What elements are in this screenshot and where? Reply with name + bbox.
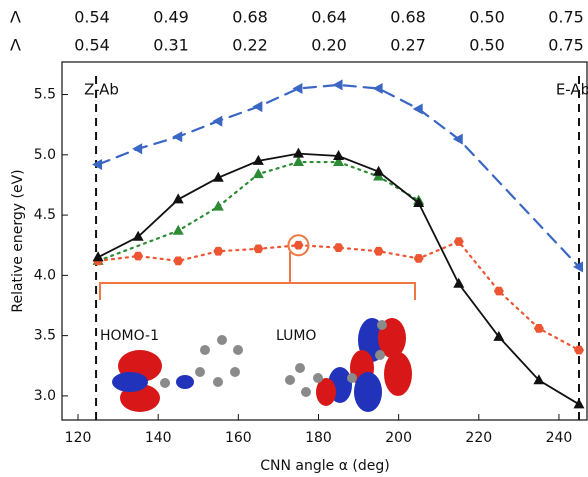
inset: HOMO-1 LUMO bbox=[100, 252, 415, 412]
y-tick-label: 3.0 bbox=[34, 388, 56, 404]
lambda-value: 0.54 bbox=[74, 8, 110, 27]
data-point bbox=[92, 159, 102, 170]
lambda-value: 0.20 bbox=[311, 36, 347, 55]
chart: Relative energy (eV) CNN angle α (deg) H… bbox=[0, 0, 588, 477]
orbital-lobe bbox=[112, 372, 148, 392]
lambda-value: 0.75 bbox=[548, 8, 584, 27]
lambda-value: 0.75 bbox=[548, 36, 584, 55]
data-point bbox=[293, 241, 303, 250]
reference-label: Z-Ab bbox=[84, 81, 119, 99]
series-line bbox=[98, 85, 579, 267]
lambda-value: 0.50 bbox=[469, 8, 505, 27]
lambda-value: 0.27 bbox=[390, 36, 426, 55]
data-point bbox=[253, 245, 263, 254]
x-tick-label: 240 bbox=[546, 430, 573, 446]
data-point bbox=[132, 143, 142, 154]
data-point bbox=[413, 104, 423, 115]
data-point bbox=[374, 247, 384, 256]
orbital-lobe bbox=[176, 375, 194, 389]
x-axis-label: CNN angle α (deg) bbox=[260, 458, 389, 474]
orbital-lobe bbox=[384, 352, 412, 396]
data-point bbox=[414, 254, 424, 263]
series-line bbox=[98, 242, 579, 350]
x-tick-label: 200 bbox=[385, 430, 412, 446]
data-point bbox=[173, 257, 183, 266]
y-tick-label: 4.0 bbox=[34, 267, 56, 283]
data-point bbox=[453, 278, 464, 288]
data-point bbox=[334, 243, 344, 252]
lambda-value: 0.31 bbox=[153, 36, 189, 55]
data-point bbox=[213, 247, 223, 256]
y-tick-label: 5.5 bbox=[34, 87, 56, 103]
data-point bbox=[212, 116, 222, 127]
lambda-symbol: Λ bbox=[10, 8, 21, 27]
data-point bbox=[252, 101, 262, 112]
lambda-value: 0.68 bbox=[232, 8, 268, 27]
molecule bbox=[160, 335, 243, 388]
x-tick-label: 180 bbox=[305, 430, 332, 446]
x-tick-label: 140 bbox=[145, 430, 172, 446]
data-point bbox=[573, 398, 584, 408]
x-tick-label: 160 bbox=[225, 430, 252, 446]
data-point bbox=[333, 79, 343, 90]
data-point bbox=[173, 225, 184, 235]
data-point bbox=[213, 201, 224, 211]
lambda-value: 0.49 bbox=[153, 8, 189, 27]
y-tick-label: 3.5 bbox=[34, 328, 56, 344]
inset-bracket bbox=[100, 283, 415, 300]
lambda-value: 0.50 bbox=[469, 36, 505, 55]
data-point bbox=[292, 83, 302, 94]
orbital-lobe bbox=[354, 372, 382, 412]
data-point bbox=[133, 252, 143, 261]
x-tick-label: 120 bbox=[65, 430, 92, 446]
y-tick-label: 5.0 bbox=[34, 147, 56, 163]
lambda-value: 0.64 bbox=[311, 8, 347, 27]
data-point bbox=[373, 83, 383, 94]
inset-label: HOMO-1 bbox=[100, 328, 159, 344]
reference-label: E-Ab bbox=[556, 81, 588, 99]
lambda-value: 0.22 bbox=[232, 36, 268, 55]
data-point bbox=[172, 131, 182, 142]
y-axis-label: Relative energy (eV) bbox=[10, 169, 26, 312]
lambda-value: 0.54 bbox=[74, 36, 110, 55]
y-tick-label: 4.5 bbox=[34, 207, 56, 223]
lambda-value: 0.68 bbox=[390, 8, 426, 27]
inset-label: LUMO bbox=[276, 328, 316, 344]
data-point bbox=[173, 193, 184, 203]
data-point bbox=[293, 148, 304, 158]
lambda-symbol: Λ bbox=[10, 36, 21, 55]
x-tick-label: 220 bbox=[465, 430, 492, 446]
